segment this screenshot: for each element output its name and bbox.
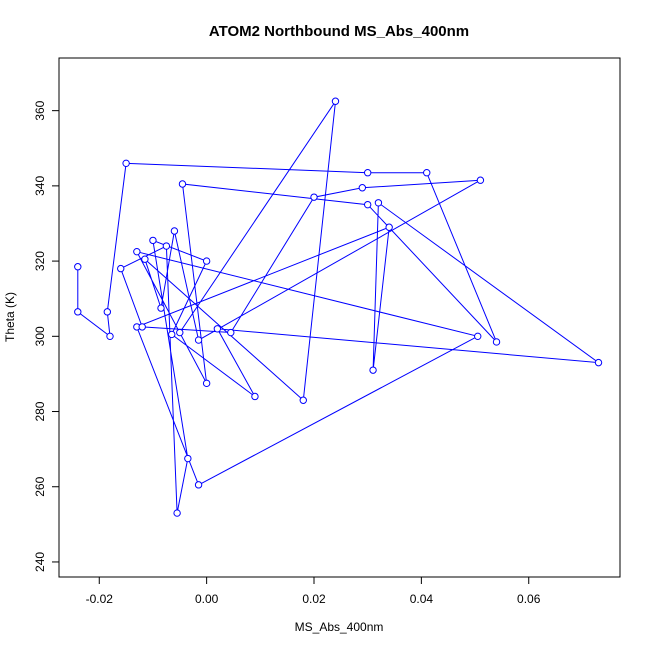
data-point bbox=[363, 200, 372, 209]
y-tick-label: 320 bbox=[33, 251, 47, 271]
data-point bbox=[310, 193, 318, 201]
x-tick-label: 0.00 bbox=[195, 592, 219, 606]
data-point bbox=[173, 509, 181, 517]
x-axis-label: MS_Abs_400nm bbox=[295, 620, 384, 634]
data-point bbox=[476, 176, 485, 184]
data-point bbox=[213, 325, 222, 333]
x-tick-label: 0.02 bbox=[302, 592, 326, 606]
data-point bbox=[194, 336, 203, 344]
data-point bbox=[138, 323, 146, 331]
data-point bbox=[184, 454, 192, 463]
data-point bbox=[474, 332, 482, 341]
data-point bbox=[170, 227, 179, 235]
data-point bbox=[299, 396, 307, 404]
x-axis: -0.02 0.00 0.02 0.04 0.06 bbox=[86, 577, 541, 606]
data-point bbox=[103, 308, 112, 316]
x-tick-label: 0.06 bbox=[517, 592, 541, 606]
data-point bbox=[149, 236, 157, 245]
series-line bbox=[77, 101, 601, 514]
data-point bbox=[74, 308, 82, 316]
y-tick-label: 280 bbox=[33, 401, 47, 421]
data-point bbox=[194, 481, 203, 489]
x-tick-label: 0.04 bbox=[410, 592, 434, 606]
data-point bbox=[162, 242, 171, 250]
data-point bbox=[168, 330, 176, 339]
y-axis: 240 260 280 300 320 340 360 bbox=[33, 100, 59, 572]
data-point bbox=[331, 97, 340, 105]
data-point bbox=[363, 169, 372, 177]
data-point bbox=[227, 328, 235, 337]
y-tick-label: 240 bbox=[33, 552, 47, 572]
y-tick-label: 260 bbox=[33, 476, 47, 496]
data-point bbox=[176, 328, 184, 337]
y-tick-label: 360 bbox=[33, 100, 47, 120]
data-point bbox=[594, 358, 603, 367]
data-point bbox=[178, 180, 187, 188]
data-point bbox=[74, 263, 82, 271]
x-tick-label: -0.02 bbox=[86, 592, 114, 606]
data-point bbox=[358, 184, 367, 192]
series-layer bbox=[74, 97, 603, 517]
data-point bbox=[157, 304, 165, 312]
data-point bbox=[251, 392, 259, 401]
data-point bbox=[141, 255, 149, 263]
data-point bbox=[117, 264, 125, 273]
data-point bbox=[374, 199, 383, 207]
data-point bbox=[369, 366, 377, 374]
chart-title: ATOM2 Northbound MS_Abs_400nm bbox=[209, 23, 469, 40]
data-point bbox=[122, 159, 130, 168]
data-point bbox=[492, 338, 501, 346]
y-tick-label: 300 bbox=[33, 326, 47, 346]
data-point bbox=[133, 247, 141, 256]
data-point bbox=[423, 169, 431, 177]
data-point bbox=[385, 223, 393, 231]
plot-frame bbox=[58, 57, 621, 578]
data-point bbox=[202, 379, 211, 388]
data-point bbox=[202, 257, 211, 265]
data-point bbox=[106, 332, 114, 341]
y-tick-label: 340 bbox=[33, 176, 47, 196]
y-axis-label: Theta (K) bbox=[3, 292, 17, 342]
